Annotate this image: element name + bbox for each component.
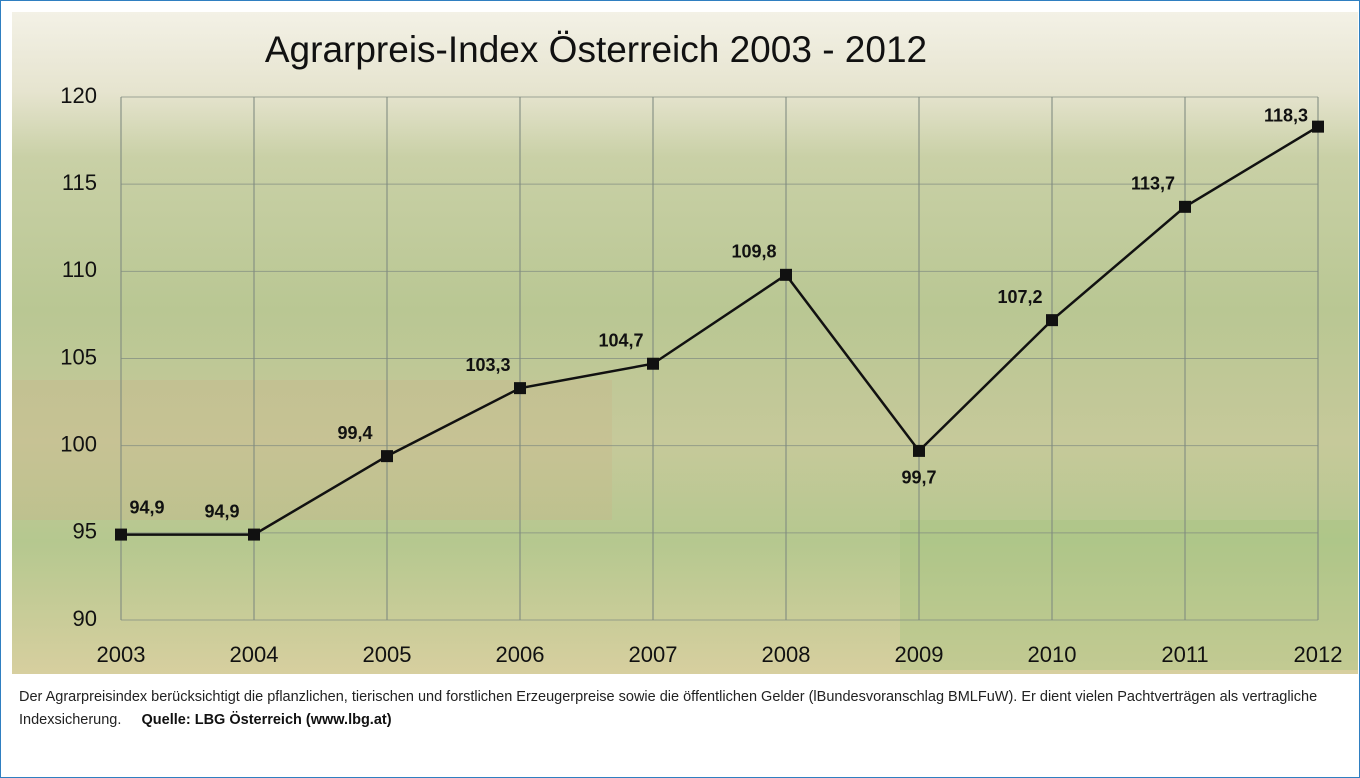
point	[115, 528, 127, 541]
x-tick-label: 2004	[230, 642, 279, 667]
x-tick-label: 2005	[363, 642, 412, 667]
data-label: 99,4	[337, 423, 372, 443]
x-tick-label: 2011	[1161, 642, 1208, 667]
source: Quelle: LBG Österreich (www.lbg.at)	[141, 712, 392, 728]
y-tick-label: 90	[73, 606, 97, 631]
point	[1046, 314, 1058, 327]
point	[381, 450, 393, 463]
x-tick-label: 2009	[895, 642, 944, 667]
data-label: 113,7	[1131, 174, 1175, 194]
data-label: 99,7	[901, 468, 936, 488]
data-label: 103,3	[465, 355, 510, 375]
chart-title: Agrarpreis-Index Österreich 2003 - 2012	[265, 29, 927, 70]
point	[1312, 120, 1324, 133]
data-label: 118,3	[1264, 105, 1308, 125]
point	[913, 444, 925, 457]
y-tick-label: 100	[60, 431, 97, 456]
y-tick-label: 105	[60, 344, 97, 369]
data-label: 104,7	[598, 330, 643, 350]
data-label: 94,9	[204, 501, 239, 521]
data-label: 107,2	[997, 287, 1042, 307]
point	[1179, 200, 1191, 213]
point	[647, 357, 659, 370]
x-tick-label: 2012	[1294, 642, 1343, 667]
caption: Der Agrarpreisindex berücksichtigt die p…	[19, 686, 1339, 732]
point	[780, 268, 792, 281]
x-tick-label: 2006	[496, 642, 545, 667]
data-label: 109,8	[731, 242, 776, 262]
field	[900, 520, 1358, 670]
caption-text: Der Agrarpreisindex berücksichtigt die p…	[19, 689, 1318, 728]
y-tick-label: 120	[60, 83, 97, 108]
field	[12, 380, 612, 520]
y-tick-label: 115	[62, 170, 97, 195]
chart: Agrarpreis-Index Österreich 2003 - 2012 …	[12, 12, 1358, 674]
point	[248, 528, 260, 541]
point	[514, 382, 526, 395]
x-tick-label: 2010	[1028, 642, 1077, 667]
data-label: 94,9	[129, 497, 164, 517]
x-tick-label: 2008	[762, 642, 811, 667]
x-tick-label: 2003	[97, 642, 146, 667]
y-tick-label: 95	[73, 519, 97, 544]
data-line	[121, 125, 1319, 536]
x-tick-label: 2007	[629, 642, 678, 667]
y-tick-label: 110	[62, 257, 97, 282]
